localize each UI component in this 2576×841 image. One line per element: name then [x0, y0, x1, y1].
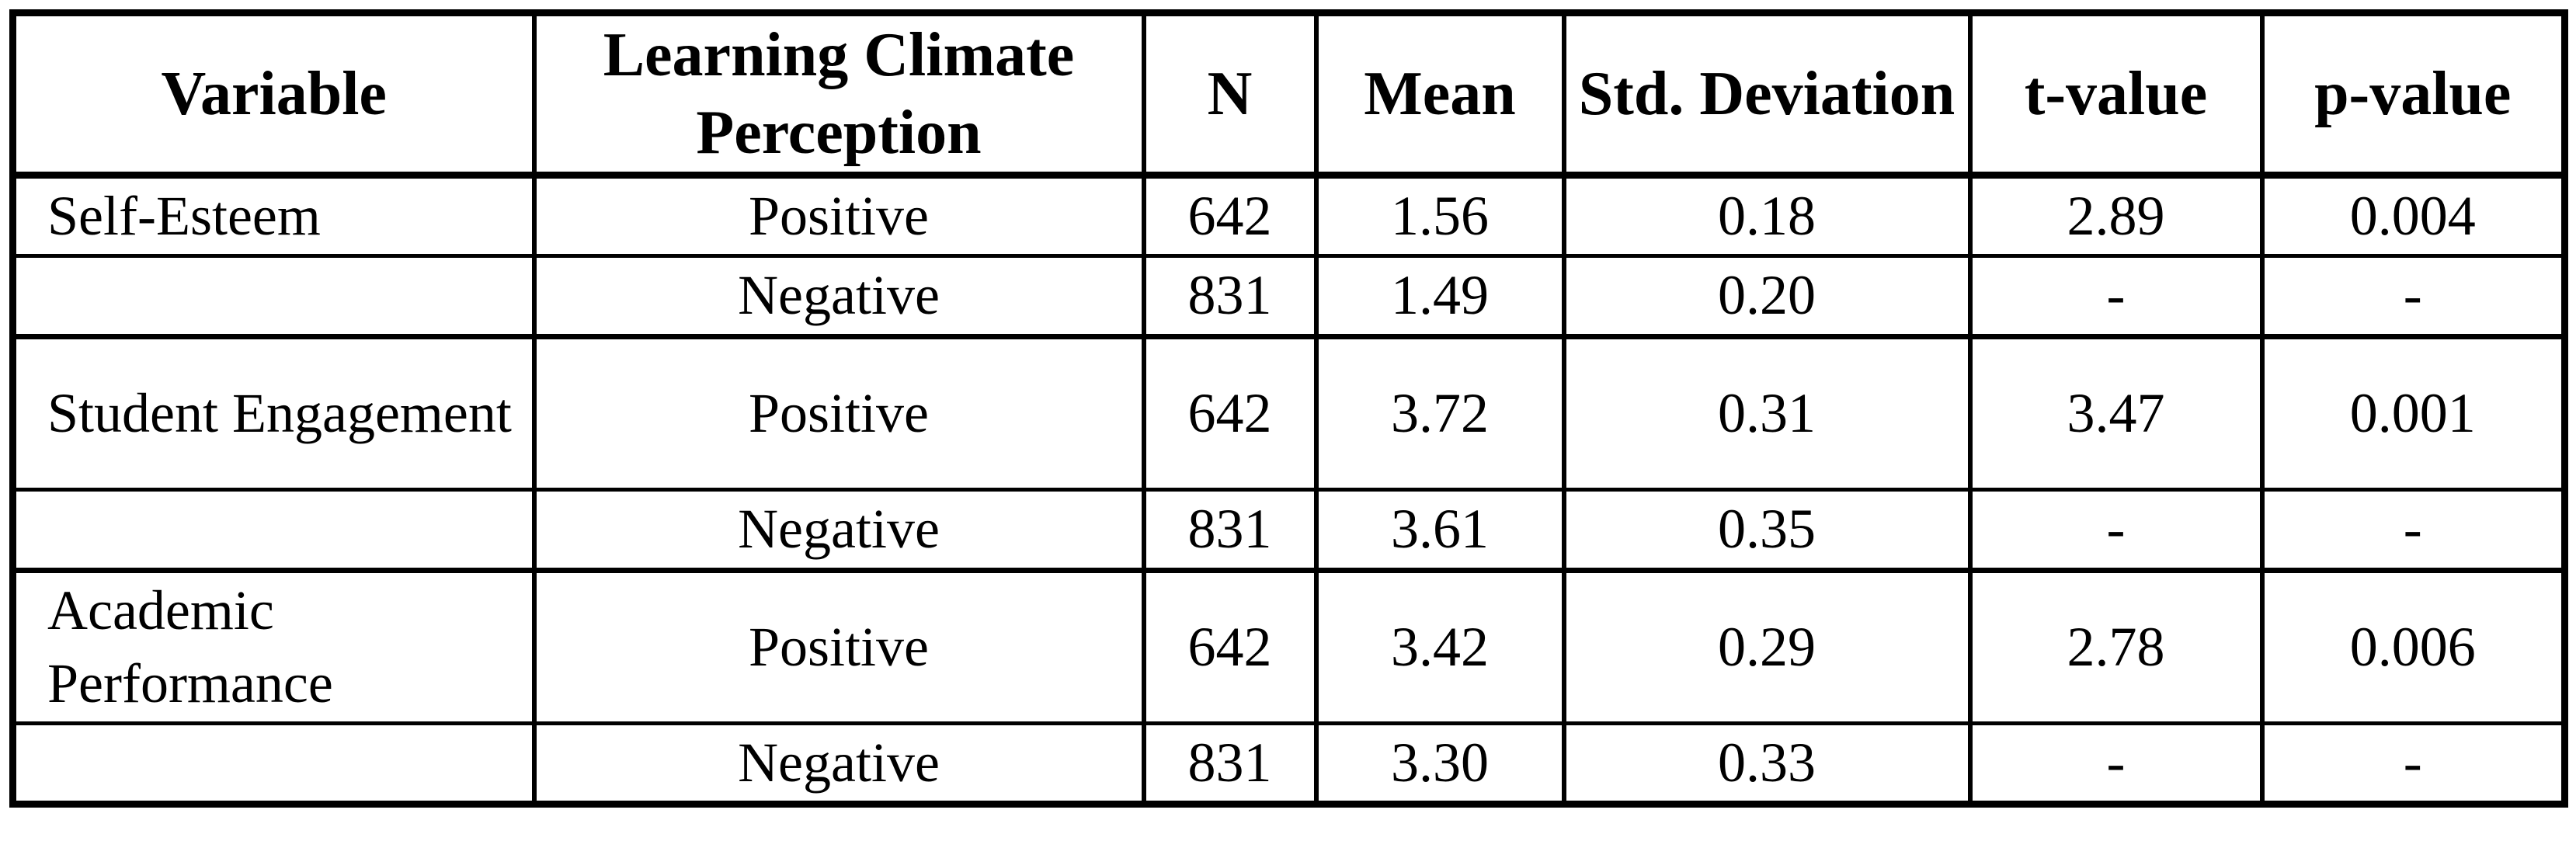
cell-perception: Positive: [531, 175, 1146, 258]
cell-p: -: [2259, 489, 2567, 573]
cell-perception: Negative: [531, 255, 1146, 339]
cell-mean: 1.56: [1313, 175, 1566, 258]
table-row: Negative 831 3.30 0.33 - -: [10, 723, 2567, 805]
cell-perception: Negative: [531, 723, 1146, 805]
cell-t: 3.47: [1967, 336, 2265, 492]
cell-sd: 0.20: [1561, 255, 1973, 339]
table-row: Negative 831 1.49 0.20 - -: [10, 255, 2567, 339]
cell-t: -: [1967, 489, 2265, 573]
cell-sd: 0.33: [1561, 723, 1973, 805]
cell-p: 0.001: [2259, 336, 2567, 492]
cell-n: 831: [1141, 723, 1319, 805]
table-row: Negative 831 3.61 0.35 - -: [10, 489, 2567, 573]
cell-n: 642: [1141, 336, 1319, 492]
table-row: Self-Esteem Positive 642 1.56 0.18 2.89 …: [10, 175, 2567, 258]
cell-sd: 0.18: [1561, 175, 1973, 258]
table-row: Academic Performance Positive 642 3.42 0…: [10, 570, 2567, 725]
table-row: Student Engagement Positive 642 3.72 0.3…: [10, 336, 2567, 492]
cell-p: -: [2259, 255, 2567, 339]
cell-variable: [10, 489, 537, 573]
cell-sd: 0.31: [1561, 336, 1973, 492]
cell-perception: Positive: [531, 336, 1146, 492]
statistics-table: Variable Learning Climate Perception N M…: [9, 9, 2568, 808]
cell-t: 2.78: [1967, 570, 2265, 725]
col-header-n: N: [1141, 12, 1319, 179]
cell-t: -: [1967, 255, 2265, 339]
col-header-p: p-value: [2259, 12, 2567, 179]
cell-variable: Academic Performance: [10, 570, 537, 725]
cell-mean: 3.30: [1313, 723, 1566, 805]
col-header-t: t-value: [1967, 12, 2265, 179]
cell-sd: 0.35: [1561, 489, 1973, 573]
col-header-mean: Mean: [1313, 12, 1566, 179]
cell-mean: 1.49: [1313, 255, 1566, 339]
col-header-sd: Std. Deviation: [1561, 12, 1973, 179]
cell-t: -: [1967, 723, 2265, 805]
cell-sd: 0.29: [1561, 570, 1973, 725]
cell-perception: Negative: [531, 489, 1146, 573]
cell-variable: [10, 255, 537, 339]
cell-p: -: [2259, 723, 2567, 805]
cell-t: 2.89: [1967, 175, 2265, 258]
cell-p: 0.004: [2259, 175, 2567, 258]
col-header-variable: Variable: [10, 12, 537, 179]
header-row: Variable Learning Climate Perception N M…: [10, 12, 2567, 179]
col-header-perception: Learning Climate Perception: [531, 12, 1146, 179]
cell-perception: Positive: [531, 570, 1146, 725]
cell-mean: 3.42: [1313, 570, 1566, 725]
cell-variable: [10, 723, 537, 805]
cell-variable: Student Engagement: [10, 336, 537, 492]
cell-variable: Self-Esteem: [10, 175, 537, 258]
cell-n: 642: [1141, 175, 1319, 258]
cell-n: 642: [1141, 570, 1319, 725]
cell-p: 0.006: [2259, 570, 2567, 725]
cell-mean: 3.72: [1313, 336, 1566, 492]
cell-n: 831: [1141, 489, 1319, 573]
cell-n: 831: [1141, 255, 1319, 339]
cell-mean: 3.61: [1313, 489, 1566, 573]
